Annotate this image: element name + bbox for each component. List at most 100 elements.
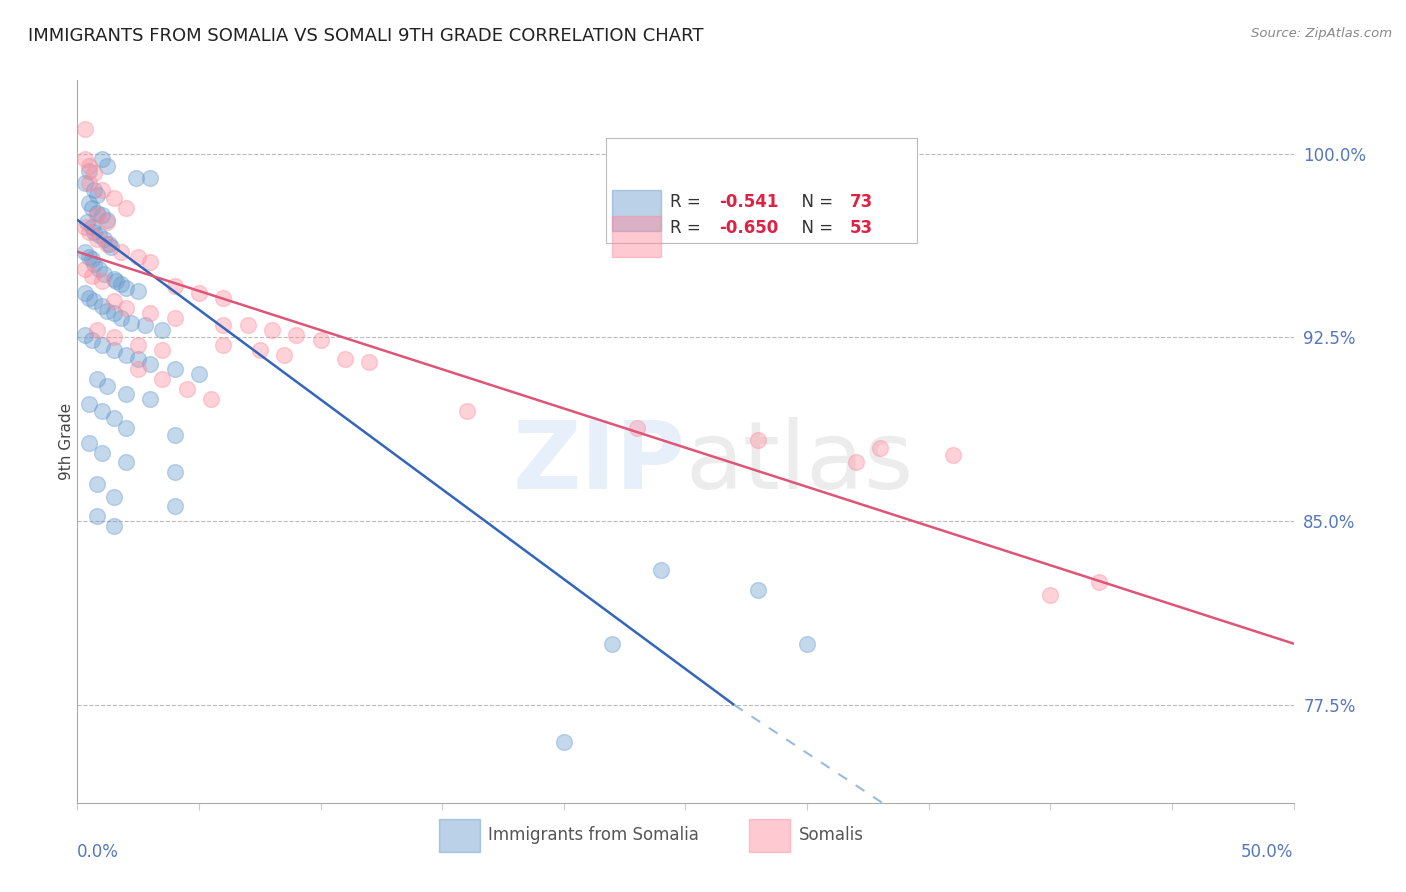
Point <box>103 293 125 308</box>
Point <box>103 343 125 357</box>
Text: N =: N = <box>792 219 838 237</box>
Point <box>86 509 108 524</box>
Point <box>83 293 105 308</box>
Point <box>73 244 96 259</box>
Point <box>73 152 96 166</box>
Point <box>86 372 108 386</box>
Point <box>249 343 271 357</box>
Point <box>103 411 125 425</box>
Point <box>1039 588 1062 602</box>
Point <box>83 257 105 271</box>
Point <box>127 352 149 367</box>
Point <box>103 490 125 504</box>
Point <box>79 225 101 239</box>
Point <box>90 338 112 352</box>
Point <box>103 191 125 205</box>
FancyBboxPatch shape <box>606 138 917 243</box>
Point <box>127 362 149 376</box>
Point <box>200 392 222 406</box>
Point <box>83 166 105 180</box>
Point <box>79 291 101 305</box>
Point <box>163 428 186 442</box>
Point <box>80 269 103 284</box>
Text: 0.0%: 0.0% <box>77 843 120 861</box>
Text: -0.650: -0.650 <box>720 219 779 237</box>
Point <box>90 208 112 222</box>
Point <box>115 348 138 362</box>
Point <box>110 277 132 291</box>
Point <box>115 281 138 295</box>
Point <box>134 318 156 333</box>
Point <box>845 455 868 469</box>
Point <box>90 274 112 288</box>
Point <box>79 176 101 190</box>
Point <box>80 333 103 347</box>
Point <box>79 159 101 173</box>
Point <box>309 333 332 347</box>
Point <box>79 250 101 264</box>
Point <box>93 232 115 246</box>
Point <box>176 382 198 396</box>
Point <box>86 208 108 222</box>
Point <box>115 386 138 401</box>
Point <box>626 421 648 435</box>
Point <box>333 352 356 367</box>
Point <box>747 434 769 448</box>
Text: -0.541: -0.541 <box>720 193 779 211</box>
Point <box>115 455 138 469</box>
Point <box>942 448 965 462</box>
Point <box>650 563 672 577</box>
Point <box>127 250 149 264</box>
Text: 50.0%: 50.0% <box>1241 843 1294 861</box>
Point <box>73 122 96 136</box>
Text: N =: N = <box>792 193 838 211</box>
Point <box>602 637 624 651</box>
Point <box>110 244 132 259</box>
Text: IMMIGRANTS FROM SOMALIA VS SOMALI 9TH GRADE CORRELATION CHART: IMMIGRANTS FROM SOMALIA VS SOMALI 9TH GR… <box>28 27 703 45</box>
Point <box>73 220 96 235</box>
Point <box>90 152 112 166</box>
Point <box>90 184 112 198</box>
Point <box>236 318 259 333</box>
Point <box>105 274 128 288</box>
Text: ZIP: ZIP <box>513 417 686 509</box>
Point <box>273 348 295 362</box>
Point <box>127 284 149 298</box>
FancyBboxPatch shape <box>613 216 661 257</box>
Point <box>163 310 186 325</box>
Point <box>89 261 111 276</box>
Point <box>103 306 125 320</box>
Point <box>96 215 118 229</box>
Point <box>90 299 112 313</box>
Text: 53: 53 <box>849 219 873 237</box>
Point <box>285 328 308 343</box>
Point <box>747 582 769 597</box>
Point <box>1088 575 1111 590</box>
Point <box>73 261 96 276</box>
Point <box>83 184 105 198</box>
Point <box>796 637 818 651</box>
Point <box>86 188 108 202</box>
Text: Immigrants from Somalia: Immigrants from Somalia <box>488 826 699 845</box>
FancyBboxPatch shape <box>748 819 790 852</box>
Point <box>139 306 162 320</box>
Point <box>456 404 478 418</box>
Point <box>152 343 174 357</box>
Point <box>188 367 211 381</box>
Point <box>80 201 103 215</box>
Point <box>97 237 120 252</box>
Point <box>79 396 101 410</box>
Text: Source: ZipAtlas.com: Source: ZipAtlas.com <box>1251 27 1392 40</box>
Point <box>163 465 186 479</box>
Point <box>86 477 108 491</box>
Point <box>96 159 118 173</box>
Point <box>125 171 148 186</box>
Point <box>115 421 138 435</box>
Text: R =: R = <box>669 219 706 237</box>
Point <box>86 232 108 246</box>
FancyBboxPatch shape <box>439 819 479 852</box>
FancyBboxPatch shape <box>613 190 661 231</box>
Point <box>163 500 186 514</box>
Point <box>127 338 149 352</box>
Point <box>120 316 142 330</box>
